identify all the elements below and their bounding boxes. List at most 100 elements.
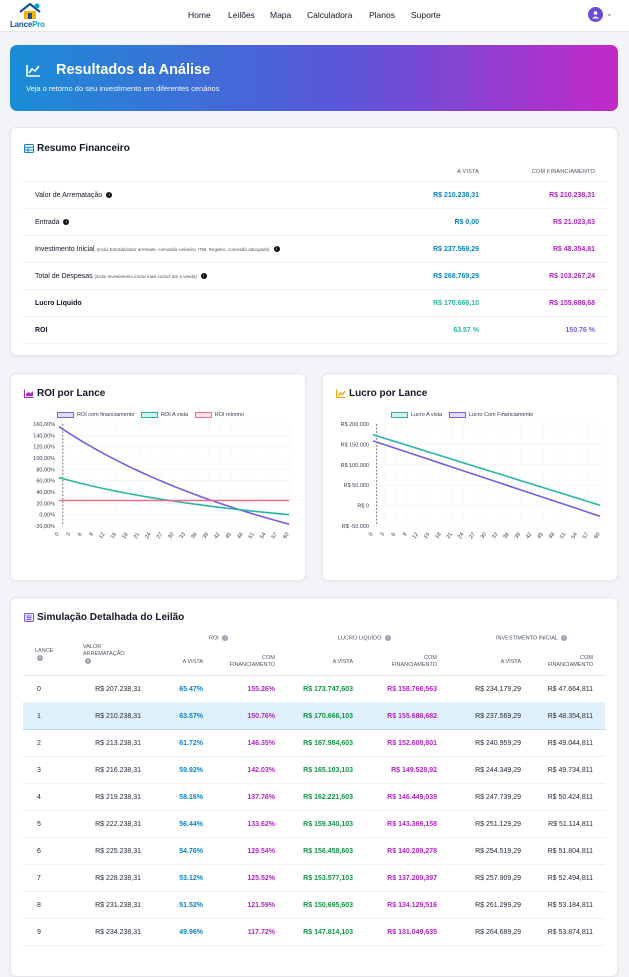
legend-roi-min[interactable]: ROI mínimo bbox=[194, 412, 244, 418]
nav-planos[interactable]: Planos bbox=[369, 10, 395, 20]
user-avatar-icon[interactable] bbox=[588, 7, 603, 22]
info-icon[interactable]: i bbox=[85, 658, 91, 664]
simulation-title: Simulação Detalhada do Leilão bbox=[37, 612, 185, 623]
roi-chart-title: ROI por Lance bbox=[37, 388, 106, 399]
nav-calculadora[interactable]: Calculadora bbox=[307, 10, 353, 20]
row-label-text: Investimento Inicial bbox=[35, 246, 95, 253]
cell-roi-vista: 58.16% bbox=[179, 794, 203, 801]
th-inv: INVESTIMENTO INICIAL i bbox=[496, 635, 568, 642]
value-financiamento: R$ 103.267,24 bbox=[549, 273, 595, 280]
cell-roi-vista: 59.92% bbox=[179, 767, 203, 774]
legend-roi-fin[interactable]: ROI com financiamento bbox=[57, 412, 134, 418]
legend-swatch bbox=[391, 412, 408, 418]
info-icon[interactable]: i bbox=[37, 655, 43, 661]
cell-roi-vista: 56.44% bbox=[179, 821, 203, 828]
y-tick-label: 160,00% bbox=[33, 422, 55, 428]
chevron-down-icon[interactable]: ⌄ bbox=[606, 9, 613, 18]
y-tick-label: 120,00% bbox=[33, 445, 55, 451]
th-lance-text: LANCE bbox=[35, 648, 54, 654]
x-tick-label: 42 bbox=[213, 532, 221, 540]
table-row[interactable]: 1 R$ 210.238,31 63.57% 150.76% R$ 170.666,10… bbox=[23, 703, 605, 730]
header-divider bbox=[23, 675, 605, 676]
cell-valor: R$ 207.238,31 bbox=[95, 686, 141, 693]
x-tick-label: 24 bbox=[457, 532, 465, 540]
x-tick-label: 24 bbox=[144, 532, 152, 540]
table-row[interactable]: 8 R$ 231.238,31 51.52% 121.59% R$ 150.695,60… bbox=[23, 892, 605, 919]
table-row[interactable]: 7 R$ 228.238,31 53.12% 125.52% R$ 153.577,10… bbox=[23, 865, 605, 892]
table-row[interactable]: 3 R$ 216.238,31 59.92% 142.03% R$ 165.103,10… bbox=[23, 757, 605, 784]
value-vista: R$ 268.769,29 bbox=[433, 273, 479, 280]
x-tick-label: 33 bbox=[179, 532, 187, 540]
x-tick-label: 12 bbox=[98, 532, 106, 540]
table-row[interactable]: 5 R$ 222.238,31 56.44% 133.62% R$ 159.340,10… bbox=[23, 811, 605, 838]
x-tick-label: 57 bbox=[582, 532, 590, 540]
x-tick-label: 6 bbox=[77, 532, 84, 538]
cell-valor: R$ 219.238,31 bbox=[95, 794, 141, 801]
col-header-fin: COM FINANCIAMENTO bbox=[531, 169, 595, 175]
list-icon bbox=[24, 613, 34, 622]
info-icon[interactable]: i bbox=[273, 246, 280, 253]
cell-lucro-vista: R$ 150.695,603 bbox=[303, 902, 353, 909]
profit-chart-card: Lucro por Lance Lucro A vista Lucro Com … bbox=[322, 373, 618, 581]
legend-lucro-vista[interactable]: Lucro A vista bbox=[391, 412, 442, 418]
cell-lucro-vista: R$ 165.103,103 bbox=[303, 767, 353, 774]
cell-inv-vista: R$ 240.959,29 bbox=[475, 740, 521, 747]
legend-swatch bbox=[141, 412, 158, 418]
info-icon[interactable]: i bbox=[106, 192, 113, 199]
cell-lucro-fin: R$ 146.449,039 bbox=[387, 794, 437, 801]
row-label: Investimento Inicial (Inclui Entrada/val… bbox=[35, 246, 280, 253]
x-tick-label: 48 bbox=[548, 532, 556, 540]
y-tick-label: -20,00% bbox=[35, 524, 56, 530]
row-label: Total de Despesas (inclui Investimento i… bbox=[35, 273, 207, 280]
x-tick-label: 0 bbox=[368, 532, 375, 538]
cell-inv-fin: R$ 49.044,811 bbox=[547, 740, 593, 747]
summary-row: Lucro Líquido R$ 170.666,10 R$ 155.688,68 bbox=[23, 290, 607, 317]
profit-line-chart: R$ 200.000 R$ 150.000 R$ 100.000 R$ 50.000 R… bbox=[341, 422, 602, 540]
nav-leiloes[interactable]: Leilões bbox=[228, 10, 255, 20]
x-tick-label: 21 bbox=[133, 532, 141, 540]
financial-summary-card: Resumo Financeiro A VISTA COM FINANCIAME… bbox=[10, 127, 618, 356]
info-icon[interactable]: i bbox=[200, 273, 207, 280]
x-tick-label: 42 bbox=[525, 532, 533, 540]
cell-roi-fin: 142.03% bbox=[247, 767, 275, 774]
legend-lucro-fin[interactable]: Lucro Com Financiamento bbox=[448, 412, 533, 418]
info-icon[interactable]: i bbox=[222, 635, 229, 641]
cell-lance: 5 bbox=[37, 821, 41, 828]
cell-roi-vista: 61.72% bbox=[179, 740, 203, 747]
cell-lucro-vista: R$ 162.221,603 bbox=[303, 794, 353, 801]
summary-row: Valor de Arrematação i R$ 210.238,31 R$ 21… bbox=[23, 182, 607, 209]
table-row[interactable]: 9 R$ 234.238,31 49.96% 117.72% R$ 147.814,10… bbox=[23, 919, 605, 946]
cell-roi-fin: 137.76% bbox=[247, 794, 275, 801]
cell-valor: R$ 231.238,31 bbox=[95, 902, 141, 909]
cell-inv-fin: R$ 49.734,811 bbox=[547, 767, 593, 774]
x-tick-label: 36 bbox=[502, 532, 510, 540]
legend-roi-vista[interactable]: ROI A vista bbox=[141, 412, 188, 418]
row-note: (Inclui Entrada/valor arremate, comissão… bbox=[96, 247, 270, 252]
cell-roi-fin: 129.54% bbox=[247, 848, 275, 855]
house-logo-icon bbox=[19, 2, 41, 19]
info-icon[interactable]: i bbox=[63, 219, 70, 226]
lancepro-logo[interactable]: LancePro bbox=[8, 2, 52, 30]
nav-mapa[interactable]: Mapa bbox=[270, 10, 292, 20]
nav-suporte[interactable]: Suporte bbox=[411, 10, 441, 20]
info-icon[interactable]: i bbox=[561, 635, 568, 641]
th-valor-text: VALOR ARREMATAÇÃO bbox=[83, 644, 125, 657]
logo-text: LancePro bbox=[10, 20, 45, 29]
cell-lucro-fin: R$ 131.049,635 bbox=[387, 929, 437, 936]
nav-home[interactable]: Home bbox=[188, 10, 211, 20]
cell-lance: 2 bbox=[37, 740, 41, 747]
table-row[interactable]: 0 R$ 207.238,31 65.47% 155.26% R$ 173.747,60… bbox=[23, 676, 605, 703]
col-header-vista: A VISTA bbox=[457, 169, 479, 175]
cell-inv-vista: R$ 234.179,29 bbox=[475, 686, 521, 693]
table-row[interactable]: 6 R$ 225.238,31 54.76% 129.54% R$ 156.458,60… bbox=[23, 838, 605, 865]
y-tick-label: R$ 0 bbox=[357, 504, 369, 510]
cell-roi-fin: 121.59% bbox=[247, 902, 275, 909]
cell-roi-fin: 150.76% bbox=[247, 713, 275, 720]
table-row[interactable]: 2 R$ 213.238,31 61.72% 146.35% R$ 167.984,60… bbox=[23, 730, 605, 757]
info-icon[interactable]: i bbox=[384, 635, 391, 641]
cell-inv-fin: R$ 53.874,811 bbox=[547, 929, 593, 936]
cell-roi-vista: 51.52% bbox=[179, 902, 203, 909]
table-row[interactable]: 4 R$ 219.238,31 58.16% 137.76% R$ 162.221,60… bbox=[23, 784, 605, 811]
y-tick-label: 20,00% bbox=[36, 501, 55, 507]
cell-valor: R$ 225.238,31 bbox=[95, 848, 141, 855]
